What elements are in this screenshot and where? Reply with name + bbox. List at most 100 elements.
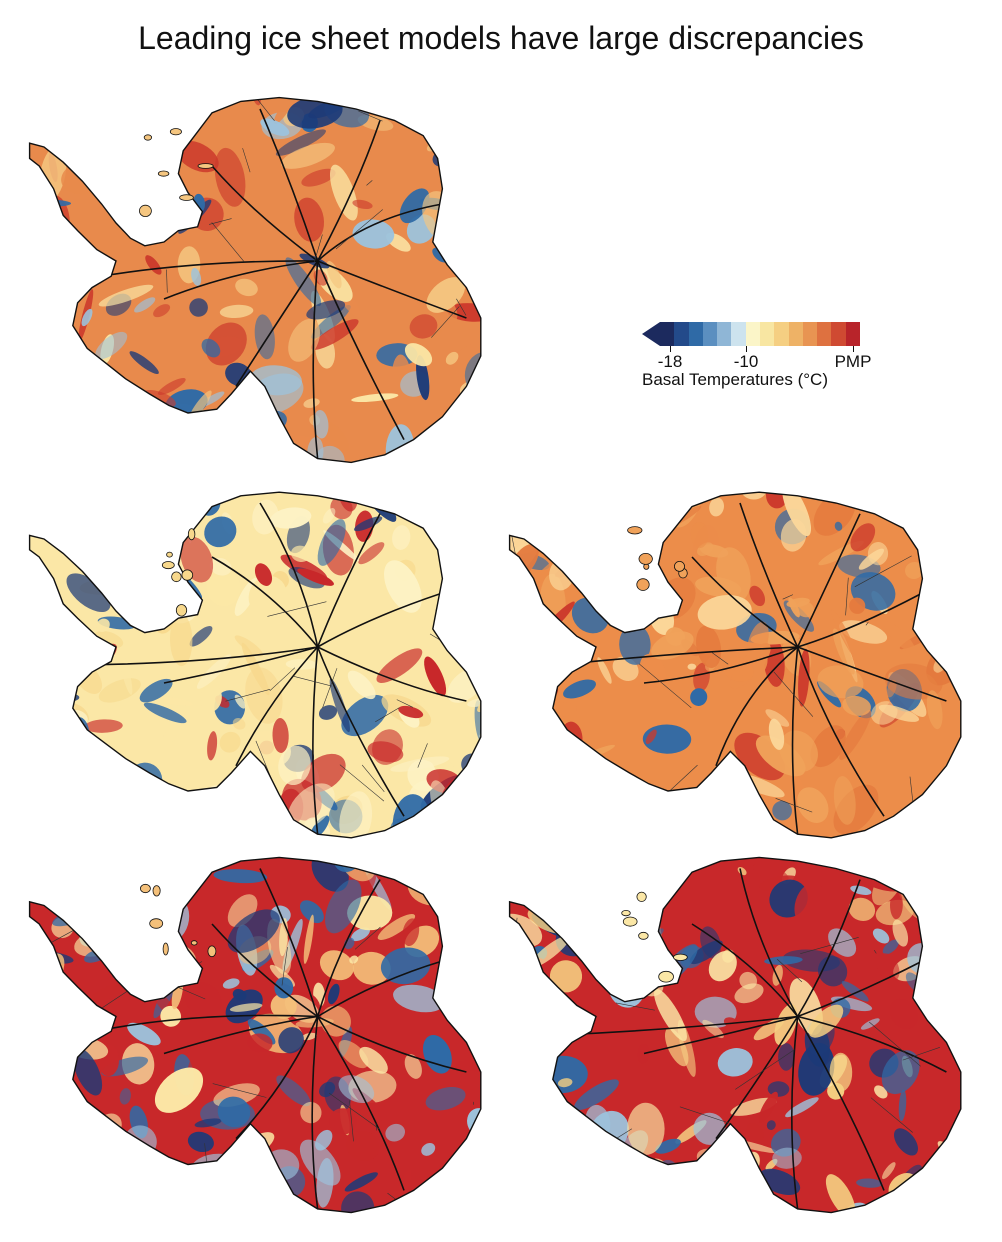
temperature-patch	[478, 939, 481, 948]
temperature-patch	[797, 787, 829, 823]
temperature-patch	[522, 492, 555, 511]
temperature-patch	[460, 633, 481, 663]
flowline	[29, 492, 53, 494]
temperature-patch	[306, 300, 346, 320]
temperature-patch	[538, 724, 569, 749]
temperature-patch	[245, 667, 283, 724]
flowline	[865, 622, 869, 626]
flowline	[176, 986, 206, 1000]
flowline	[285, 492, 291, 493]
island	[149, 918, 164, 929]
temperature-patch	[66, 573, 111, 613]
temperature-patch	[509, 1031, 516, 1042]
temperature-patch	[287, 783, 335, 830]
temperature-patch	[290, 545, 311, 562]
coastline	[28, 856, 482, 1214]
temperature-patch	[958, 1138, 961, 1155]
temperature-patch	[583, 810, 595, 821]
temperature-patch	[702, 1019, 724, 1039]
colorbar-swatch	[788, 322, 803, 346]
temperature-patch	[191, 267, 202, 286]
temperature-patch	[130, 97, 163, 102]
temperature-patch	[600, 867, 646, 885]
temperature-patch	[200, 684, 222, 713]
temperature-patch	[696, 1176, 731, 1213]
temperature-patch	[592, 947, 635, 973]
temperature-patch	[103, 764, 132, 788]
temperature-patch	[450, 1167, 462, 1178]
temperature-patch	[509, 871, 531, 898]
temperature-patch	[782, 492, 812, 537]
temperature-patch	[70, 535, 101, 559]
temperature-patch	[739, 971, 758, 990]
temperature-patch	[746, 1122, 764, 1142]
temperature-patch	[607, 773, 632, 806]
temperature-patch	[29, 857, 35, 868]
temperature-patch	[40, 797, 72, 830]
temperature-patch	[839, 709, 872, 761]
temperature-patch	[113, 857, 125, 876]
temperature-patch	[215, 1174, 263, 1211]
temperature-patch	[106, 1187, 131, 1213]
temperature-patch	[196, 654, 232, 689]
temperature-patch	[155, 857, 181, 875]
temperature-patch	[322, 508, 336, 524]
flowline	[358, 110, 383, 122]
antarctica-map-bottom-left	[20, 856, 482, 1219]
temperature-patch	[398, 705, 424, 719]
flowline	[47, 222, 52, 239]
temperature-patch	[932, 630, 952, 643]
temperature-patch	[919, 1174, 952, 1205]
colorbar-swatch	[802, 322, 818, 346]
temperature-patch	[64, 282, 78, 292]
temperature-patch	[612, 556, 637, 598]
temperature-patch	[32, 525, 52, 535]
temperature-patch	[623, 492, 677, 515]
temperature-patch	[55, 238, 84, 292]
temperature-patch	[20, 1199, 27, 1219]
temperature-patch	[102, 830, 132, 838]
temperature-patch	[84, 1126, 111, 1162]
temperature-patch	[80, 787, 109, 821]
temperature-patch	[798, 648, 810, 707]
colorbar-swatch	[817, 322, 832, 346]
drainage-divide-line	[259, 868, 319, 1017]
temperature-patch	[149, 1046, 160, 1057]
flowline	[29, 202, 38, 214]
island	[627, 526, 643, 535]
temperature-patch	[958, 1113, 980, 1158]
temperature-patch	[509, 592, 513, 609]
temperature-patch	[831, 609, 859, 662]
temperature-patch	[281, 142, 335, 169]
temperature-patch	[164, 883, 176, 915]
temperature-patch	[634, 928, 664, 950]
temperature-patch	[794, 882, 826, 926]
drainage-divide-line	[796, 646, 885, 817]
temperature-patch	[39, 328, 54, 337]
temperature-patch	[795, 600, 815, 618]
temperature-patch	[84, 719, 123, 733]
temperature-patch	[206, 424, 258, 443]
drainage-divide-line	[317, 203, 443, 262]
temperature-patch	[209, 557, 232, 576]
island	[181, 569, 194, 581]
flowline	[242, 148, 251, 173]
temperature-patch	[587, 948, 647, 981]
island	[673, 953, 688, 961]
temperature-patch	[424, 656, 447, 697]
island	[171, 571, 182, 583]
temperature-patch	[924, 1191, 955, 1213]
flowline	[166, 269, 168, 293]
temperature-patch	[540, 1209, 562, 1213]
temperature-patch	[29, 790, 54, 823]
temperature-patch	[509, 857, 520, 884]
temperature-patch	[217, 1096, 251, 1128]
temperature-patch	[467, 878, 481, 904]
temperature-patch	[529, 935, 570, 968]
temperature-patch	[961, 982, 973, 996]
antarctica-map-top	[28, 96, 482, 464]
temperature-patch	[905, 561, 924, 580]
temperature-patch	[829, 1052, 853, 1092]
temperature-patch	[409, 671, 429, 703]
temperature-patch	[655, 1138, 681, 1154]
